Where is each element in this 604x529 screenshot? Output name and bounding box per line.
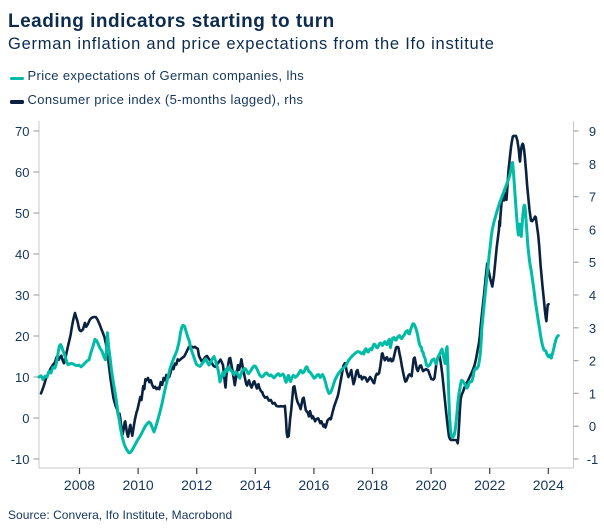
svg-text:30: 30 bbox=[15, 288, 29, 303]
svg-text:2012: 2012 bbox=[181, 477, 212, 493]
svg-text:1: 1 bbox=[589, 386, 596, 401]
svg-text:4: 4 bbox=[589, 288, 596, 303]
svg-text:10: 10 bbox=[15, 370, 29, 385]
svg-text:2024: 2024 bbox=[533, 477, 564, 493]
svg-text:2014: 2014 bbox=[240, 477, 271, 493]
svg-text:3: 3 bbox=[589, 321, 596, 336]
svg-text:2018: 2018 bbox=[357, 477, 388, 493]
svg-text:2016: 2016 bbox=[298, 477, 329, 493]
svg-text:2022: 2022 bbox=[474, 477, 505, 493]
svg-text:0: 0 bbox=[589, 419, 596, 434]
svg-text:5: 5 bbox=[589, 255, 596, 270]
svg-text:70: 70 bbox=[15, 124, 29, 139]
svg-text:50: 50 bbox=[15, 206, 29, 221]
svg-text:9: 9 bbox=[589, 124, 596, 139]
svg-text:2010: 2010 bbox=[123, 477, 154, 493]
svg-text:20: 20 bbox=[15, 329, 29, 344]
svg-text:-1: -1 bbox=[587, 452, 599, 467]
svg-text:40: 40 bbox=[15, 247, 29, 262]
svg-text:7: 7 bbox=[589, 190, 596, 205]
svg-text:8: 8 bbox=[589, 157, 596, 172]
svg-text:-10: -10 bbox=[11, 452, 30, 467]
svg-text:2: 2 bbox=[589, 354, 596, 369]
svg-text:2020: 2020 bbox=[416, 477, 447, 493]
svg-text:2008: 2008 bbox=[64, 477, 95, 493]
svg-text:0: 0 bbox=[22, 411, 29, 426]
svg-text:60: 60 bbox=[15, 165, 29, 180]
svg-text:6: 6 bbox=[589, 222, 596, 237]
